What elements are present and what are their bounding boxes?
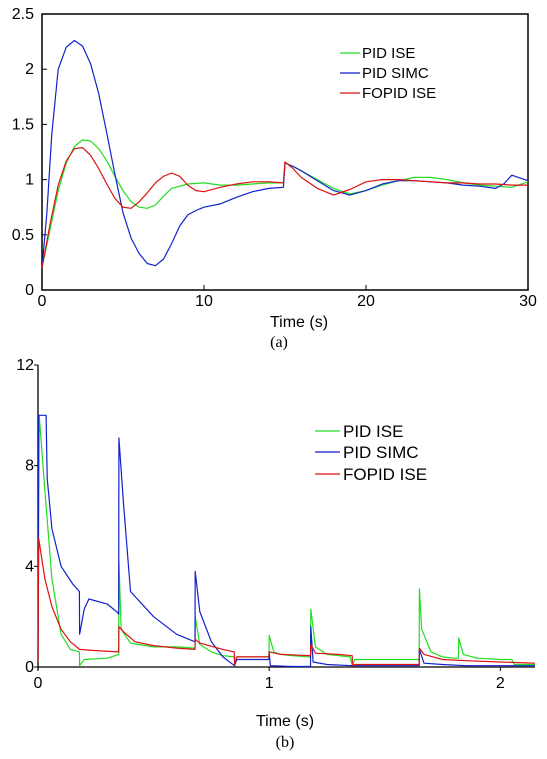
series-line-fopid-ise-a	[41, 147, 528, 269]
series-group-a	[41, 39, 529, 269]
y-tick-label-a: 2	[25, 61, 34, 78]
y-tick-label-b: 8	[25, 458, 34, 475]
legend-label-pid-simc-b: PID SIMC	[343, 443, 419, 462]
legend-label-pid-ise-a: PID ISE	[362, 45, 415, 62]
x-axis-label-b: Time (s)	[256, 713, 314, 730]
x-tick-label-a: 10	[195, 293, 213, 310]
legend-label-fopid-ise-a: FOPID ISE	[362, 85, 436, 102]
y-tick-label-a: 2.5	[12, 6, 34, 23]
y-tick-label-a: 0	[25, 282, 34, 299]
series-line-pid-simc-a	[41, 39, 529, 268]
x-axis-label-a: Time (s)	[270, 314, 328, 331]
x-tick-label-b: 1	[265, 675, 274, 692]
legend-b: PID ISE PID SIMC FOPID ISE	[315, 422, 427, 484]
y-tick-label-a: 0.5	[12, 227, 34, 244]
x-tick-label-a: 30	[519, 293, 537, 310]
y-tick-label-b: 0	[25, 659, 34, 676]
series-group-b	[37, 414, 536, 668]
axis-ticks-a: 0 0.5 1 1.5 2 2.5 0 10 20 30	[12, 6, 537, 310]
y-tick-label-b: 4	[25, 558, 34, 575]
plot-frame-a	[41, 13, 529, 291]
x-tick-label-b: 2	[496, 675, 505, 692]
legend-a: PID ISE PID SIMC FOPID ISE	[340, 45, 436, 102]
legend-label-fopid-ise-b: FOPID ISE	[343, 465, 427, 484]
y-tick-label-b: 12	[16, 357, 34, 374]
x-tick-label-b: 0	[34, 675, 43, 692]
x-tick-label-a: 0	[38, 293, 47, 310]
caption-b: (b)	[276, 734, 295, 751]
series-line-pid-ise-a	[41, 139, 529, 269]
caption-a: (a)	[270, 334, 288, 351]
legend-label-pid-simc-a: PID SIMC	[362, 65, 429, 82]
series-line-fopid-ise-b	[37, 537, 536, 667]
y-tick-label-a: 1.5	[12, 116, 34, 133]
series-line-pid-simc-b	[37, 414, 535, 668]
legend-label-pid-ise-b: PID ISE	[343, 422, 403, 441]
series-line-pid-ise-b	[37, 414, 535, 667]
x-tick-label-a: 20	[357, 293, 375, 310]
y-tick-label-a: 1	[25, 172, 34, 189]
chart-a: 0 0.5 1 1.5 2 2.5 0 10 20 30 PID ISE PID SIMC FOP…	[12, 6, 537, 351]
